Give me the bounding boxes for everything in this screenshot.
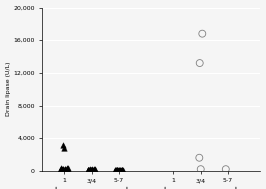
Point xyxy=(120,168,124,171)
Point xyxy=(59,167,64,170)
Point xyxy=(114,168,118,171)
Point xyxy=(64,168,68,171)
Point xyxy=(60,169,64,172)
Point xyxy=(58,169,63,172)
Point xyxy=(63,168,67,171)
Point xyxy=(65,169,69,172)
Y-axis label: Drain lipase (U/L): Drain lipase (U/L) xyxy=(6,62,11,116)
Point xyxy=(90,168,94,171)
Point xyxy=(86,168,90,171)
Point xyxy=(92,168,96,171)
Point xyxy=(86,168,90,171)
Point xyxy=(113,169,118,172)
Point xyxy=(224,168,228,171)
Point xyxy=(200,32,205,35)
Point xyxy=(116,169,120,172)
Point xyxy=(59,168,63,171)
Point xyxy=(64,169,68,172)
Point xyxy=(120,169,124,172)
Point xyxy=(115,169,119,172)
Point xyxy=(197,156,201,159)
Point xyxy=(59,167,64,170)
Point xyxy=(93,168,97,171)
Point xyxy=(89,169,94,172)
Point xyxy=(115,169,119,172)
Point xyxy=(60,168,65,171)
Point xyxy=(118,169,122,172)
Point xyxy=(119,168,123,171)
Point xyxy=(87,169,91,172)
Point xyxy=(87,169,91,172)
Point xyxy=(89,169,93,172)
Point xyxy=(63,169,67,172)
Point xyxy=(89,169,93,172)
Point xyxy=(115,169,119,172)
Point xyxy=(60,167,64,170)
Point xyxy=(66,166,70,169)
Point xyxy=(88,168,93,171)
Point xyxy=(62,168,66,171)
Point xyxy=(91,169,95,172)
Point xyxy=(114,169,118,172)
Point xyxy=(89,169,94,172)
Point xyxy=(199,168,203,171)
Point xyxy=(61,168,65,171)
Point xyxy=(92,168,96,171)
Point xyxy=(60,168,65,171)
Point xyxy=(62,146,66,149)
Point xyxy=(115,168,119,171)
Point xyxy=(93,168,97,171)
Point xyxy=(61,143,65,146)
Point xyxy=(117,169,122,172)
Point xyxy=(120,168,125,171)
Point xyxy=(90,169,94,172)
Point xyxy=(117,169,121,172)
Point xyxy=(117,169,121,172)
Point xyxy=(66,168,70,171)
Point xyxy=(120,169,124,172)
Point xyxy=(60,168,64,171)
Point xyxy=(59,168,64,171)
Point xyxy=(113,169,117,172)
Point xyxy=(86,169,90,172)
Point xyxy=(65,167,69,170)
Point xyxy=(86,169,90,172)
Point xyxy=(88,168,92,171)
Point xyxy=(86,168,90,171)
Point xyxy=(198,62,202,65)
Point xyxy=(63,168,67,171)
Point xyxy=(120,168,124,171)
